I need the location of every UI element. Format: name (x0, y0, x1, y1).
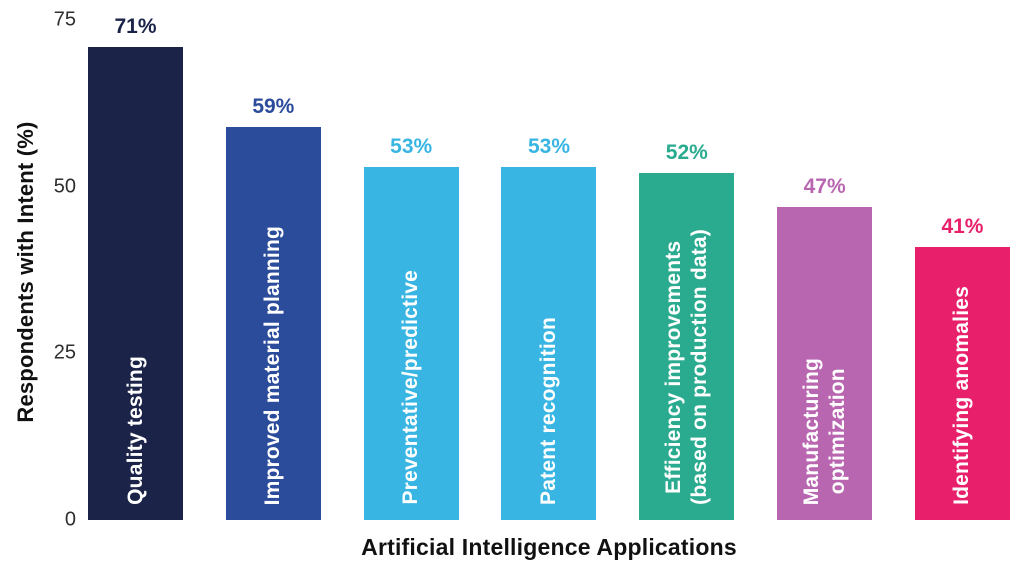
bar-value-label: 53% (390, 134, 433, 158)
bar-category-label: Manufacturing optimization (799, 357, 849, 505)
bar-value-label: 71% (114, 14, 157, 38)
bar-5: 52% Efficiency improvements (based on pro… (639, 141, 735, 520)
y-tick-label: 25 (53, 341, 76, 364)
y-tick-label: 75 (53, 8, 76, 31)
bar-category-label: Efficiency improvements (based on produc… (661, 229, 711, 505)
bar-value-label: 52% (665, 141, 708, 165)
y-tick-label: 0 (64, 508, 76, 531)
bar-7: 41% Identifying anomalies (914, 215, 1010, 520)
bar-value-label: 47% (803, 174, 846, 198)
bar-3: 53% Preventative/predictive (363, 135, 459, 520)
bar-4: 53% Patent recognition (501, 135, 597, 520)
bar-value-label: 53% (527, 134, 570, 158)
bar-category-label: Quality testing (123, 356, 147, 505)
x-axis-title: Artificial Intelligence Applications (361, 534, 737, 560)
bar-6: 47% Manufacturing optimization (777, 175, 873, 520)
bar-category-label: Identifying anomalies (950, 286, 974, 505)
y-axis-ticks: 75 50 25 0 (32, 9, 76, 531)
bar-category-label: Patent recognition (536, 317, 560, 505)
bars-container: 71% Quality testing 59% Improved material p… (88, 15, 1010, 520)
bar-value-label: 41% (941, 214, 984, 238)
plot-area: 75 50 25 0 71% Quality testing 59% Improved ma… (54, 9, 1010, 531)
y-tick-label: 50 (53, 175, 76, 198)
bar-1: 71% Quality testing (88, 15, 183, 520)
bar-category-label: Preventative/predictive (399, 270, 423, 505)
bar-2: 59% Improved material planning (225, 95, 321, 520)
bar-category-label: Improved material planning (261, 225, 285, 505)
bar-value-label: 59% (252, 94, 295, 118)
